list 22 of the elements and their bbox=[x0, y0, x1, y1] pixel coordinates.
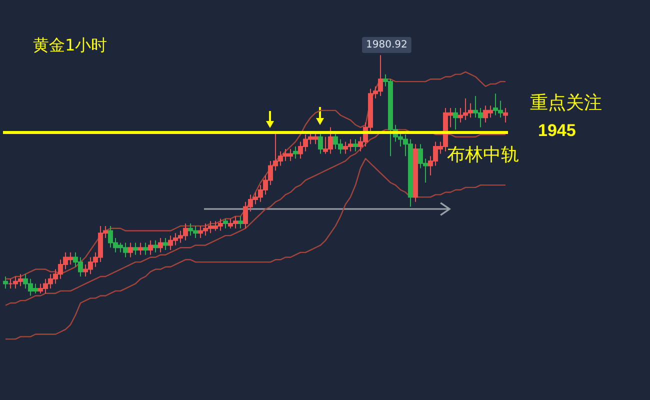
chart-title: 黄金1小时 bbox=[33, 36, 108, 54]
candlestick bbox=[353, 138, 358, 152]
candlestick bbox=[148, 240, 153, 256]
candlestick bbox=[163, 237, 168, 251]
candlestick bbox=[238, 216, 243, 229]
candlestick bbox=[138, 242, 143, 256]
text: 重点关注 bbox=[530, 92, 602, 114]
candlestick bbox=[133, 242, 138, 256]
candlestick bbox=[503, 108, 508, 123]
candlestick bbox=[153, 240, 158, 253]
candlestick bbox=[293, 146, 298, 160]
candlestick bbox=[318, 132, 323, 154]
candlestick bbox=[413, 144, 418, 202]
candlestick bbox=[3, 276, 8, 290]
candlestick bbox=[128, 242, 133, 258]
candlestick bbox=[158, 237, 163, 253]
annotation: 布林中轨 bbox=[447, 144, 519, 166]
text: 1980.92 bbox=[366, 40, 408, 50]
candlestick bbox=[453, 108, 458, 130]
text: 1945 bbox=[538, 121, 576, 140]
candlestick bbox=[143, 242, 148, 256]
candlestick bbox=[223, 218, 228, 229]
